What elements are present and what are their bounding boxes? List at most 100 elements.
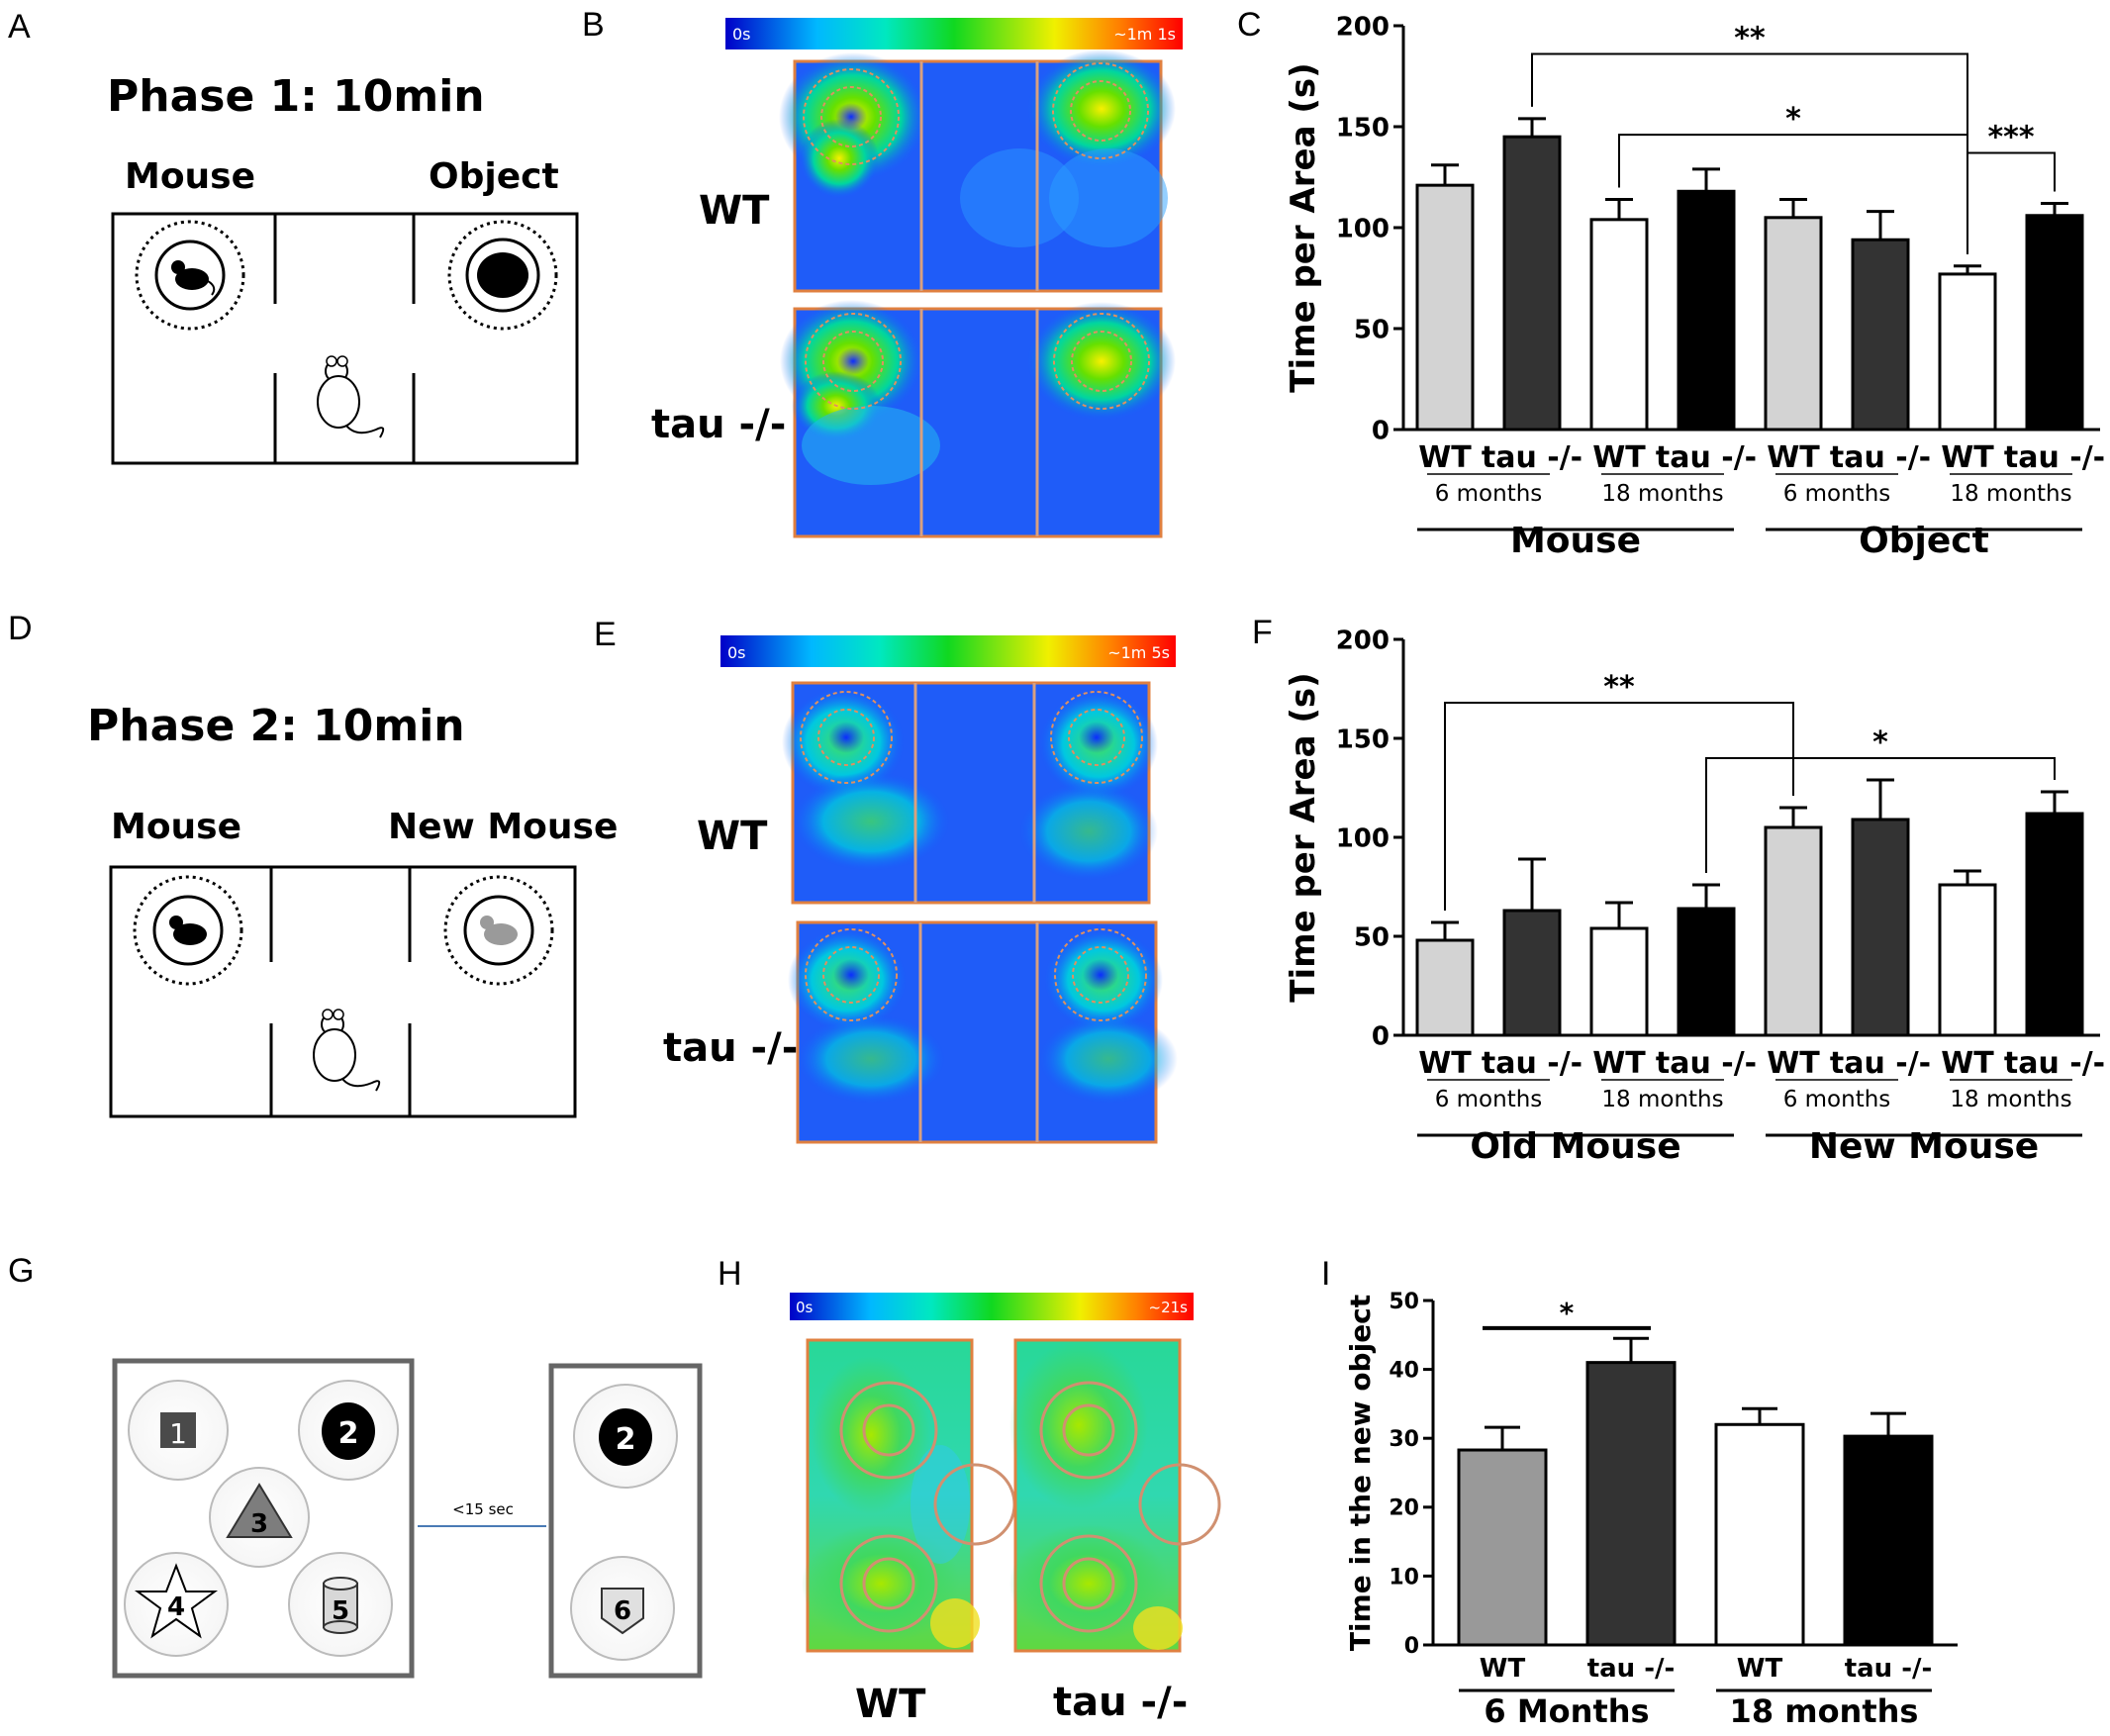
age-group-label: 6 months: [1435, 1087, 1543, 1112]
y-tick-label: 200: [1336, 12, 1390, 42]
y-tick-label: 0: [1372, 416, 1390, 445]
chart-i: 0 10 20 30 40 50 Time in the new object WT tau -…: [1344, 1290, 1958, 1730]
object-2-disc-icon-test: 2: [573, 1384, 678, 1489]
object-3-triangle-icon: 3: [209, 1467, 310, 1568]
test-object-2-label: 2: [616, 1422, 636, 1457]
bar: [1938, 883, 1997, 1037]
heatmap-h-scale-max: ~21s: [1149, 1299, 1189, 1316]
object-5-label: 5: [332, 1596, 349, 1626]
x-category-label: WT: [1480, 1654, 1526, 1684]
age-group-label: 6 months: [1783, 1087, 1891, 1112]
caged-new-mouse-icon: [443, 875, 554, 986]
novel-object-diagram: <15 sec 1 2 3 4 5 2 6: [112, 1358, 703, 1679]
object-1-square-icon: 1: [128, 1380, 229, 1481]
bar: [1502, 909, 1562, 1037]
significance-label: ***: [1987, 121, 2034, 155]
x-category-label: tau -/-: [2004, 440, 2105, 475]
object-5-cylinder-icon: 5: [288, 1552, 393, 1657]
phase1-mouse-label: Mouse: [125, 156, 256, 197]
panel-letter-e: E: [594, 616, 617, 653]
heatmap-b-scale-max: ~1m 1s: [1113, 25, 1176, 44]
panel-letter-f: F: [1252, 614, 1273, 651]
object-1-label: 1: [169, 1417, 187, 1450]
y-tick-label: 150: [1336, 724, 1390, 754]
group-label: New Mouse: [1809, 1126, 2039, 1167]
y-axis-label: Time per Area (s): [1284, 62, 1323, 392]
heatmap-e-wt: [782, 681, 1158, 905]
bar: [1764, 825, 1823, 1037]
object-6-label: 6: [614, 1596, 631, 1626]
y-tick-label: 50: [1354, 315, 1390, 344]
heatmap-e-tau-label: tau -/-: [663, 1025, 798, 1071]
panel-letter-a: A: [8, 8, 31, 46]
x-category-label: WT: [1941, 440, 1994, 475]
bar: [1457, 1448, 1548, 1647]
panel-letter-b: B: [582, 6, 605, 44]
significance-label: *: [1560, 1297, 1575, 1329]
significance-label: *: [1785, 102, 1801, 137]
x-category-label: WT: [1592, 1046, 1646, 1081]
bar: [1843, 1434, 1934, 1647]
heatmap-b-scale-bar: [725, 18, 1183, 49]
x-category-label: WT: [1767, 440, 1820, 475]
panel-letter-c: C: [1237, 6, 1262, 44]
panel-letter-h: H: [718, 1255, 742, 1293]
arena-outline: [109, 865, 577, 1118]
object-icon: [447, 220, 558, 331]
arena-outline: [111, 212, 579, 465]
heatmap-h-wt: [802, 1338, 1016, 1653]
heatmap-b-scale-min: 0s: [732, 25, 751, 44]
y-axis-label: Time per Area (s): [1284, 672, 1323, 1002]
heatmap-h-tau-label: tau -/-: [1053, 1680, 1188, 1725]
phase2-new-mouse-label: New Mouse: [388, 807, 619, 847]
heatmap-e-scale-min: 0s: [727, 643, 746, 662]
heatmap-h-wt-label: WT: [855, 1682, 926, 1727]
bar: [1677, 189, 1736, 432]
test-mouse-icon: [313, 1009, 381, 1092]
heatmap-e-wt-label: WT: [697, 814, 768, 859]
age-group-label: 18 months: [1601, 481, 1723, 507]
panel-letter-d: D: [8, 610, 33, 647]
group-label: 18 months: [1730, 1692, 1919, 1730]
y-tick-label: 200: [1336, 626, 1390, 655]
x-category-label: WT: [1737, 1654, 1783, 1684]
y-axis-label: Time in the new object: [1344, 1295, 1377, 1651]
interval-label: <15 sec: [452, 1500, 514, 1518]
object-2-label: 2: [338, 1416, 359, 1451]
x-category-label: WT: [1941, 1046, 1994, 1081]
age-group-label: 18 months: [1601, 1087, 1723, 1112]
significance-label: **: [1603, 670, 1635, 705]
x-category-label: tau -/-: [1656, 1046, 1757, 1081]
bar: [1502, 135, 1562, 432]
bar: [1589, 218, 1649, 432]
panel-letter-i: I: [1321, 1255, 1331, 1293]
heatmap-b-tau: [780, 300, 1176, 538]
bar: [1677, 907, 1736, 1037]
bar: [1589, 926, 1649, 1037]
x-category-label: tau -/-: [1482, 440, 1582, 475]
y-tick-label: 0: [1372, 1021, 1390, 1051]
x-category-label: tau -/-: [1587, 1654, 1676, 1684]
bar: [1938, 272, 1997, 432]
x-category-label: tau -/-: [1830, 1046, 1931, 1081]
y-tick-label: 50: [1354, 922, 1390, 952]
y-tick-label: 50: [1389, 1290, 1419, 1314]
bar: [1851, 818, 1910, 1037]
panel-letter-g: G: [8, 1252, 35, 1290]
significance-bracket: [1444, 702, 1794, 911]
heatmap-b-tau-label: tau -/-: [651, 402, 786, 447]
x-category-label: tau -/-: [2004, 1046, 2105, 1081]
caged-mouse-icon: [135, 220, 245, 331]
heatmap-b-wt-label: WT: [699, 188, 770, 234]
y-tick-label: 100: [1336, 823, 1390, 853]
bar: [1585, 1361, 1677, 1647]
age-group-label: 6 months: [1783, 481, 1891, 507]
y-tick-label: 20: [1389, 1496, 1419, 1521]
age-group-label: 18 months: [1950, 1087, 2071, 1112]
phase2-title: Phase 2: 10min: [87, 701, 465, 751]
bar: [1714, 1422, 1805, 1647]
y-tick-label: 150: [1336, 113, 1390, 143]
x-category-label: tau -/-: [1830, 440, 1931, 475]
x-category-label: tau -/-: [1845, 1654, 1933, 1684]
